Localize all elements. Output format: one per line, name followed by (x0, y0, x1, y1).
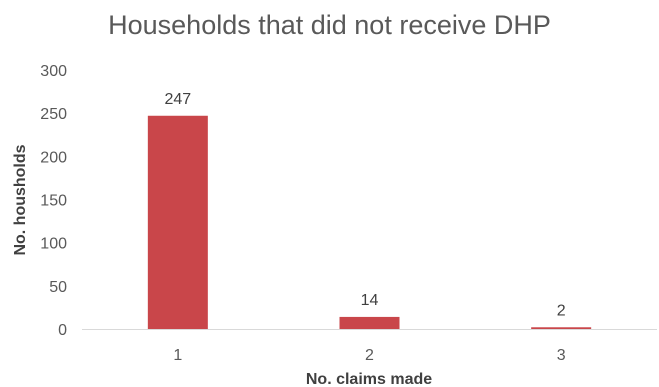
y-axis-ticks: 0 50 100 150 200 250 300 (40, 63, 67, 339)
y-tick-label: 0 (58, 322, 67, 339)
y-tick-label: 100 (40, 236, 67, 253)
bar-data-label: 14 (361, 292, 379, 309)
x-axis-ticks: 1 2 3 (173, 347, 565, 364)
x-axis-title: No. claims made (306, 371, 432, 387)
chart-title: Households that did not receive DHP (108, 10, 551, 40)
y-tick-label: 200 (40, 149, 67, 166)
bar (531, 327, 592, 329)
y-tick-label: 250 (40, 106, 67, 123)
y-tick-label: 50 (49, 279, 67, 296)
bar (339, 316, 400, 329)
y-tick-label: 150 (40, 193, 67, 210)
x-tick-label: 2 (365, 347, 374, 364)
bars-group: 247 14 2 (147, 91, 592, 329)
bar-data-label: 247 (164, 91, 191, 108)
bar-data-label: 2 (557, 302, 566, 319)
y-tick-label: 300 (40, 63, 67, 80)
y-axis-title: No. housholds (12, 144, 29, 255)
bar (147, 115, 208, 329)
x-tick-label: 1 (173, 347, 182, 364)
x-tick-label: 3 (557, 347, 566, 364)
